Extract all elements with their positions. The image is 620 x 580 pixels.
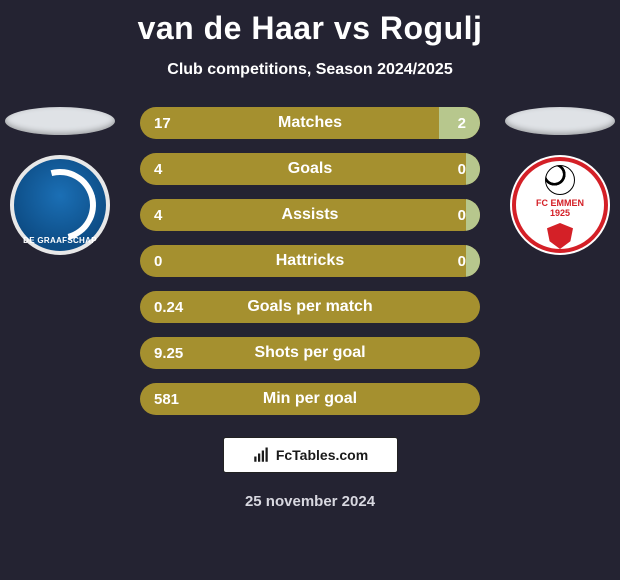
left-team-badge-text: DE GRAAFSCHAP — [23, 236, 97, 245]
right-team-logo: FC EMMEN 1925 — [510, 155, 610, 255]
stat-right-value: 2 — [458, 115, 466, 132]
stat-row: 17Matches2 — [140, 107, 480, 139]
chart-icon — [252, 446, 270, 464]
stat-row: 581Min per goal — [140, 383, 480, 415]
stat-bars: 17Matches24Goals04Assists00Hattricks00.2… — [140, 107, 480, 415]
stat-right-value: 0 — [458, 207, 466, 224]
attribution-badge: FcTables.com — [223, 437, 398, 473]
stat-label: Goals — [140, 160, 480, 178]
stat-row: 0Hattricks0 — [140, 245, 480, 277]
left-ellipse — [5, 107, 115, 135]
attribution-text: FcTables.com — [276, 447, 368, 463]
stat-label: Goals per match — [140, 298, 480, 316]
stat-right-value: 0 — [458, 253, 466, 270]
comparison-content: DE GRAAFSCHAP FC EMMEN 1925 17Matches2 4G… — [0, 107, 620, 415]
stat-row: 4Goals0 — [140, 153, 480, 185]
generated-date: 25 november 2024 — [0, 493, 620, 510]
stat-label: Hattricks — [140, 252, 480, 270]
left-player-column: DE GRAAFSCHAP — [0, 107, 120, 255]
stat-label: Matches — [140, 114, 480, 132]
right-player-column: FC EMMEN 1925 — [500, 107, 620, 255]
right-ellipse — [505, 107, 615, 135]
stat-label: Assists — [140, 206, 480, 224]
page-subtitle: Club competitions, Season 2024/2025 — [0, 61, 620, 79]
stat-right-value: 0 — [458, 161, 466, 178]
right-team-badge-line2: 1925 — [510, 209, 610, 219]
stat-row: 9.25Shots per goal — [140, 337, 480, 369]
stat-row: 4Assists0 — [140, 199, 480, 231]
stat-label: Min per goal — [140, 390, 480, 408]
stat-row: 0.24Goals per match — [140, 291, 480, 323]
left-team-logo: DE GRAAFSCHAP — [10, 155, 110, 255]
page-title: van de Haar vs Rogulj — [0, 0, 620, 47]
stat-label: Shots per goal — [140, 344, 480, 362]
soccer-ball-icon — [545, 165, 575, 195]
right-team-badge-text: FC EMMEN 1925 — [510, 199, 610, 219]
